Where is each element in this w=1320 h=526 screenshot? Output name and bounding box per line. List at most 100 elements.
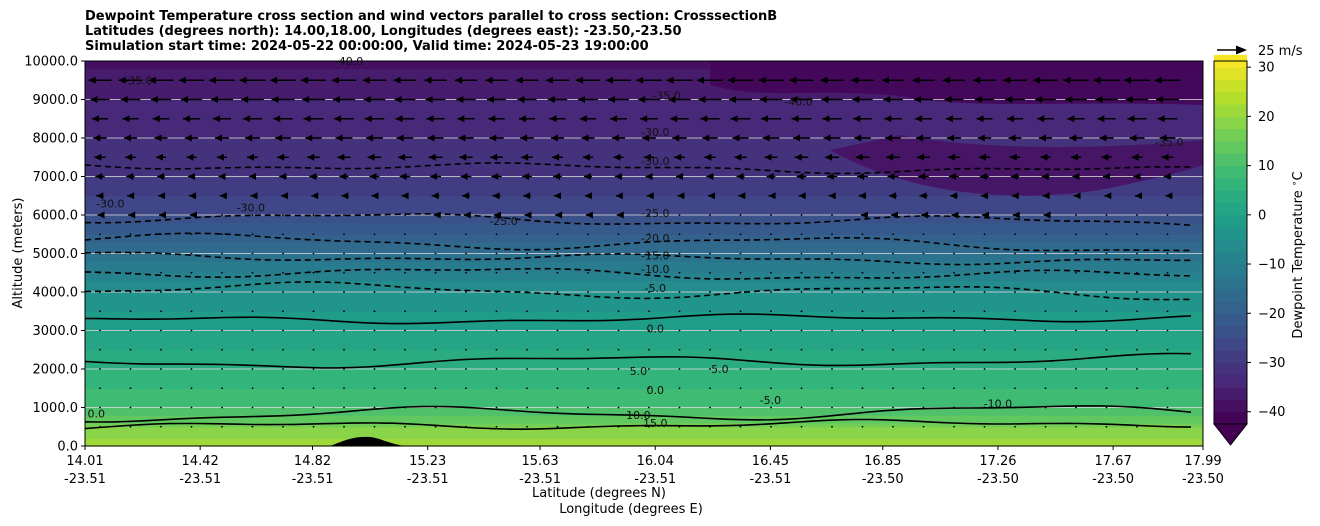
contour-fill-band (85, 249, 1203, 255)
contour-fill-band (85, 172, 1203, 178)
wind-vector (770, 310, 772, 313)
wind-vector (709, 348, 711, 351)
wind-vector-head (1033, 76, 1041, 84)
wind-vector (190, 425, 193, 428)
wind-vector (1105, 387, 1108, 390)
colorbar-segment (1214, 214, 1247, 228)
wind-vector (404, 329, 406, 332)
wind-vector (1136, 310, 1138, 313)
wind-vector (831, 348, 833, 351)
wind-vector (404, 310, 406, 313)
wind-vector (922, 271, 925, 274)
wind-vector-head (974, 96, 982, 103)
wind-vector (495, 348, 498, 351)
wind-vector-head (88, 76, 96, 84)
wind-vector (556, 252, 559, 255)
wind-vector (556, 291, 559, 293)
wind-vector (800, 368, 803, 370)
wind-vector (983, 310, 986, 313)
wind-vector-head (1040, 153, 1048, 161)
wind-vector (953, 329, 955, 332)
wind-vector-head (978, 153, 986, 161)
wind-vector-head (123, 134, 131, 142)
wind-vector (526, 271, 528, 274)
wind-vector-head (399, 173, 407, 180)
contour-label: -15.0 (641, 249, 669, 262)
wind-vector-head (488, 115, 496, 123)
wind-vector (892, 368, 894, 370)
wind-vector (251, 252, 254, 255)
wind-vector (312, 252, 315, 255)
contour-fill-band (85, 426, 1203, 432)
wind-vector-head (187, 173, 195, 180)
wind-vector (983, 387, 986, 390)
contour-fill-band (85, 288, 1203, 293)
x-tick-label-lon: -23.51 (749, 472, 791, 487)
wind-vector (434, 348, 437, 351)
wind-vector (221, 291, 223, 293)
contour-fill-band (85, 76, 1203, 81)
wind-vector-head (485, 76, 493, 84)
wind-vector-head (977, 134, 985, 142)
contour-fill-band (85, 307, 1203, 312)
colorbar-segment (1214, 387, 1247, 400)
wind-vector-head (311, 192, 319, 200)
wind-vector (99, 233, 101, 236)
wind-vector (648, 271, 650, 274)
wind-vector (434, 425, 437, 428)
title-line-2: Latitudes (degrees north): 14.00,18.00, … (85, 24, 682, 39)
colorbar-segment (1214, 91, 1247, 105)
wind-vector-head (918, 173, 926, 180)
wind-vector (129, 310, 132, 313)
wind-vector (526, 310, 528, 313)
wind-vector-head (666, 76, 674, 84)
wind-vector (251, 329, 254, 332)
wind-vector-head (1035, 96, 1043, 103)
colorbar-segment (1214, 350, 1247, 363)
wind-vector (99, 329, 101, 332)
wind-vector (312, 406, 315, 409)
wind-vector (1136, 406, 1138, 409)
wind-vector (1075, 252, 1077, 255)
contour-label: -30.0 (96, 197, 124, 210)
wind-vector-head (702, 134, 710, 142)
wind-vector-head (1011, 192, 1019, 200)
wind-vector (770, 252, 772, 255)
contour-fill-band (85, 230, 1203, 235)
wind-vector (617, 406, 620, 409)
wind-vector (922, 291, 925, 293)
wind-vector (678, 252, 681, 255)
y-tick-label: 8000.0 (33, 132, 79, 147)
wind-vector (373, 214, 376, 216)
x-tick-label-lat: 16.04 (637, 454, 674, 469)
wind-vector (709, 252, 711, 255)
wind-vector-head (1124, 76, 1132, 84)
contour-fill-band (85, 353, 1203, 359)
wind-vector-head (645, 173, 653, 180)
wind-vector-head (214, 134, 222, 142)
wind-vector-head (212, 115, 220, 123)
wind-vector-head (334, 115, 342, 123)
colorbar-segment (1214, 276, 1247, 290)
wind-vector-head (942, 76, 950, 84)
wind-vector (160, 271, 162, 274)
wind-vector-head (239, 76, 247, 84)
y-tick-label: 2000.0 (33, 363, 79, 378)
wind-vector (404, 214, 406, 216)
wind-vector (160, 329, 162, 332)
wind-vector-head (668, 96, 676, 103)
x-tick-label-lat: 14.01 (66, 454, 103, 469)
wind-vector (282, 252, 284, 255)
wind-vector (1166, 291, 1169, 293)
wind-vector-head (459, 153, 467, 161)
wind-vector-head (1129, 134, 1137, 142)
wind-vector-head (424, 76, 432, 84)
wind-vector (190, 348, 193, 351)
contour-fill-band (85, 130, 1203, 135)
wind-vector (373, 252, 376, 255)
wind-vector (617, 252, 620, 255)
contour-label: -30.0 (641, 126, 669, 139)
wind-vector-head (980, 192, 988, 200)
wind-vector (709, 425, 711, 428)
wind-vector (1044, 387, 1047, 390)
